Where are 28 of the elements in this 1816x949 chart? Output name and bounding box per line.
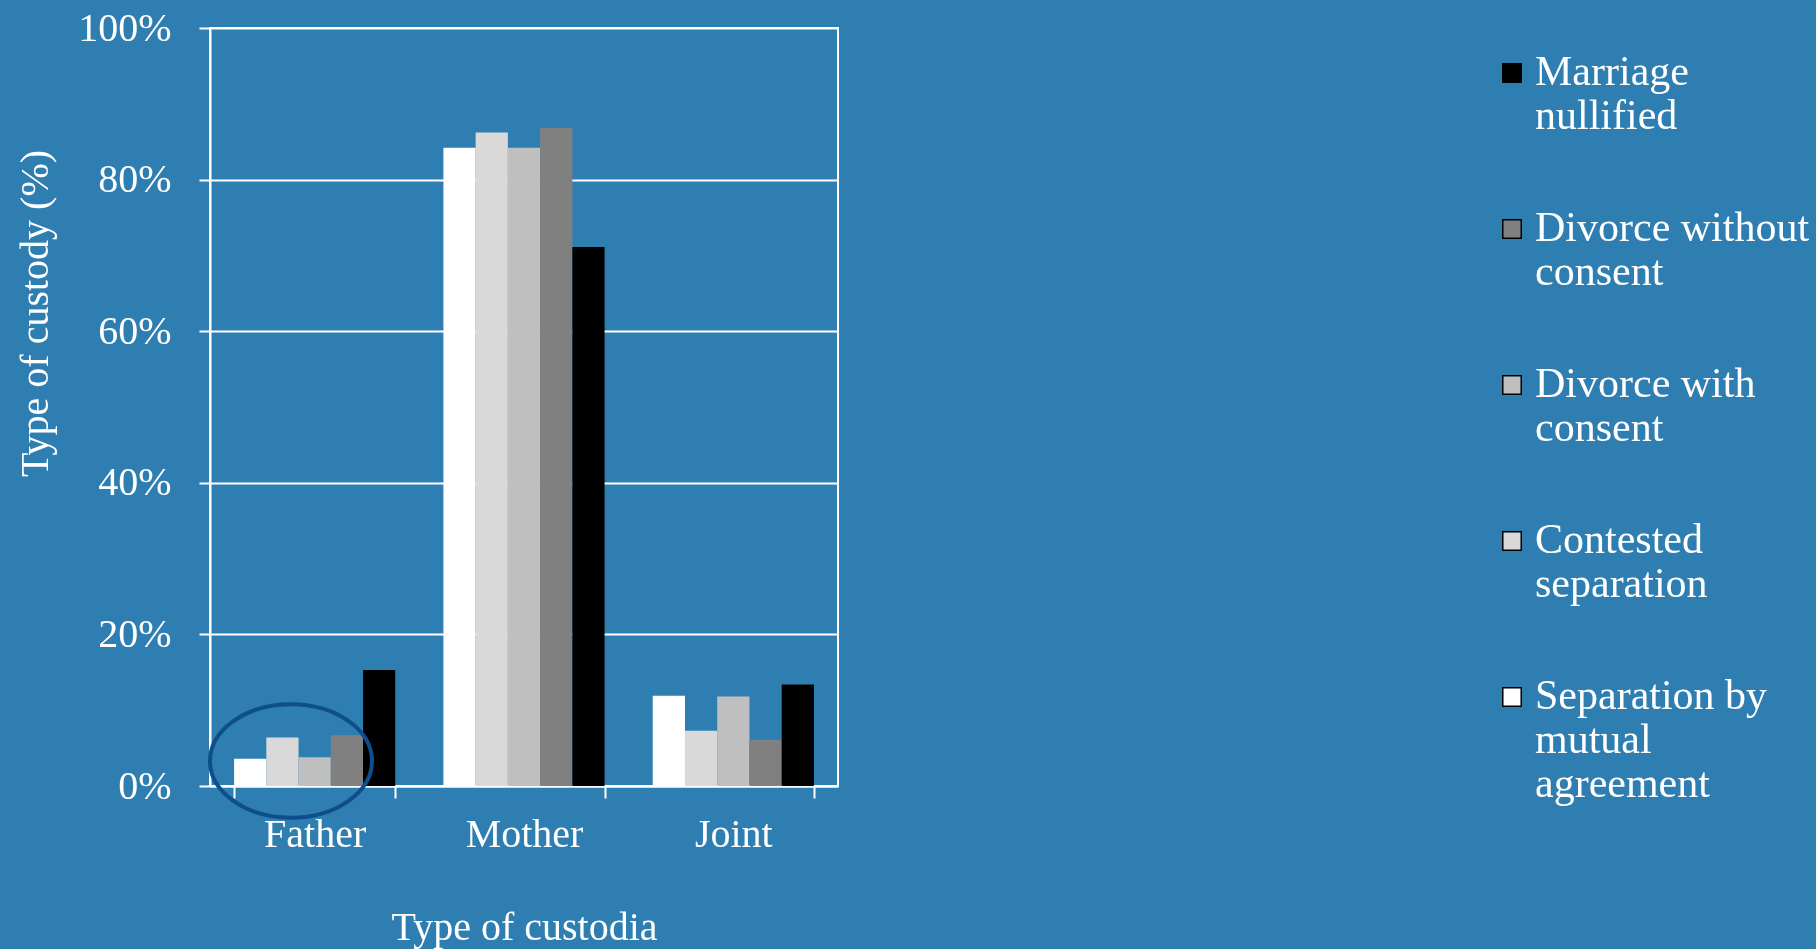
legend-label: Marriage nullified (1535, 48, 1689, 138)
bar (717, 696, 750, 786)
bar (266, 737, 299, 786)
y-tick-label: 0% (118, 762, 172, 808)
y-tick-label: 80% (98, 156, 172, 202)
y-tick-label: 60% (98, 307, 172, 353)
legend-label: Divorce with consent (1535, 360, 1756, 450)
bar (781, 684, 814, 786)
legend-label: Separation by mutual agreement (1535, 672, 1768, 806)
x-axis-title: Type of custodia (391, 903, 658, 949)
y-tick-label: 40% (98, 459, 172, 505)
bar (572, 247, 605, 786)
x-tick-label: Mother (465, 810, 584, 856)
bar (298, 757, 331, 786)
legend-label: Contested separation (1535, 516, 1708, 606)
y-axis-title: Type of custody (%) (11, 149, 57, 478)
x-tick-label: Joint (694, 810, 773, 856)
y-tick-label: 20% (98, 610, 172, 656)
bar (507, 147, 541, 786)
y-tick-label: 100% (78, 4, 172, 50)
bar (540, 128, 573, 786)
x-tick-label: Father (264, 810, 367, 856)
bar (363, 670, 396, 786)
bar (330, 735, 364, 786)
bar (684, 730, 718, 786)
bar (749, 739, 782, 786)
bar (475, 132, 508, 786)
legend-label: Divorce without consent (1535, 204, 1810, 294)
